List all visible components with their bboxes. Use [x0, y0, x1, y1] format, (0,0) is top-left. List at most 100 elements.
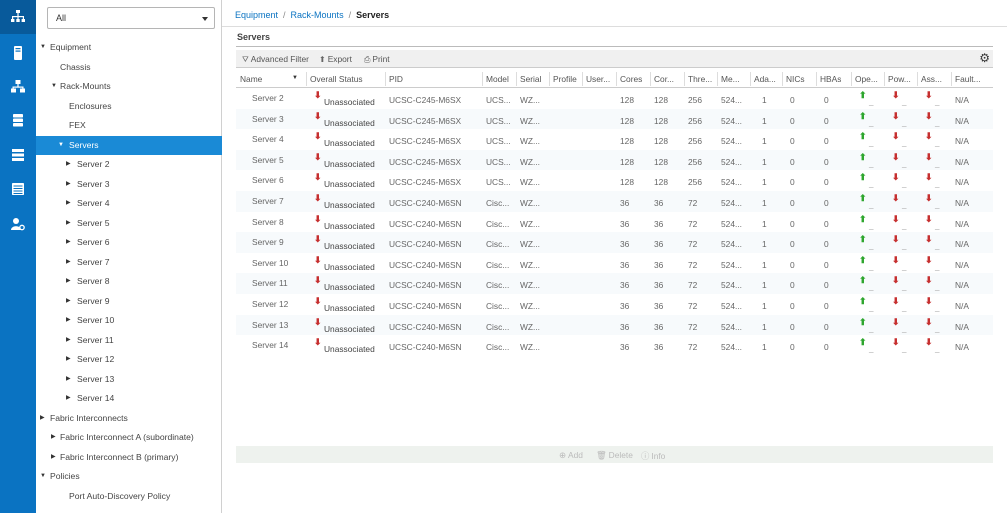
tree-node[interactable]: ▶ Server 10: [36, 311, 222, 331]
column-separator[interactable]: [516, 72, 517, 86]
column-header[interactable]: Fault...: [955, 74, 981, 84]
tree-node[interactable]: ▶ Server 13: [36, 370, 222, 390]
chevron-right-icon[interactable]: ▶: [66, 239, 71, 245]
print-button[interactable]: ⎙ Print: [364, 54, 390, 65]
info-button[interactable]: ⓘ Info: [641, 450, 665, 462]
chevron-right-icon[interactable]: ▶: [66, 278, 71, 284]
column-separator[interactable]: [549, 72, 550, 86]
table-row[interactable]: Server 7 UCSC-C240-M6SN Cisc... WZ... 36 36 72…: [236, 190, 993, 212]
column-header[interactable]: Ada...: [754, 74, 776, 84]
tree-node[interactable]: ▶ Server 8: [36, 272, 222, 292]
column-separator[interactable]: [306, 72, 307, 86]
column-separator[interactable]: [385, 72, 386, 86]
column-header[interactable]: Ope...: [855, 74, 878, 84]
tree-node[interactable]: FEX: [36, 116, 222, 136]
add-button[interactable]: ⊕ Add: [559, 450, 583, 460]
tree-node[interactable]: ▶ Server 9: [36, 292, 222, 312]
export-button[interactable]: ⬆ Export: [319, 54, 352, 64]
column-separator[interactable]: [917, 72, 918, 86]
table-row[interactable]: Server 12 UCSC-C240-M6SN Cisc... WZ... 36 36 7…: [236, 294, 993, 315]
table-row[interactable]: Server 3 UCSC-C245-M6SX UCS... WZ... 128 128 2…: [236, 108, 993, 130]
chevron-right-icon[interactable]: ▶: [40, 414, 45, 421]
chevron-down-icon[interactable]: ▼: [40, 44, 46, 50]
column-separator[interactable]: [717, 72, 718, 86]
table-row[interactable]: Server 10 UCSC-C240-M6SN Cisc... WZ... 36 36 7…: [236, 253, 993, 274]
tree-node[interactable]: ▶ Server 3: [36, 175, 222, 195]
tree-node[interactable]: ▶ Server 4: [36, 194, 222, 214]
column-separator[interactable]: [951, 72, 952, 86]
tree-node[interactable]: ▶ Fabric Interconnects: [36, 409, 222, 429]
server-icon[interactable]: [0, 36, 36, 70]
table-row[interactable]: Server 4 UCSC-C245-M6SX UCS... WZ... 128 128 2…: [236, 129, 993, 150]
table-row[interactable]: Server 6 UCSC-C245-M6SX UCS... WZ... 128 128 2…: [236, 170, 993, 191]
admin-icon[interactable]: [0, 207, 36, 241]
tree-node[interactable]: Chassis: [36, 58, 222, 78]
column-separator[interactable]: [782, 72, 783, 86]
table-icon[interactable]: [0, 172, 36, 206]
gear-icon[interactable]: ⚙: [979, 51, 990, 65]
column-header[interactable]: Overall Status: [310, 74, 363, 84]
column-header[interactable]: Cores: [620, 74, 642, 84]
chevron-right-icon[interactable]: ▶: [66, 219, 71, 226]
column-header[interactable]: Name ▼: [240, 74, 302, 84]
table-row[interactable]: Server 9 UCSC-C240-M6SN Cisc... WZ... 36 36 72…: [236, 232, 993, 253]
column-separator[interactable]: [616, 72, 617, 86]
column-header[interactable]: Model: [486, 74, 509, 84]
tree-node[interactable]: ▶ Server 5: [36, 214, 222, 234]
column-separator[interactable]: [482, 72, 483, 86]
chevron-right-icon[interactable]: ▶: [66, 395, 71, 401]
column-header[interactable]: Me...: [721, 74, 740, 84]
tree-node[interactable]: ▶ Fabric Interconnect B (primary): [36, 448, 222, 468]
column-header[interactable]: NICs: [786, 74, 805, 84]
breadcrumb-equipment[interactable]: Equipment: [235, 10, 279, 20]
tree-node[interactable]: ▶ Server 6: [36, 233, 222, 253]
tree-node[interactable]: ▼ Servers: [36, 135, 222, 155]
storage-icon[interactable]: [0, 104, 36, 138]
chevron-right-icon[interactable]: ▶: [66, 161, 71, 167]
tree-filter-dropdown[interactable]: All: [47, 7, 215, 29]
column-separator[interactable]: [884, 72, 885, 86]
tree-node[interactable]: ▶ Server 7: [36, 253, 222, 273]
tree-node[interactable]: ▶ Fabric Interconnect A (subordinate): [36, 428, 222, 448]
chevron-right-icon[interactable]: ▶: [51, 434, 56, 440]
chevron-down-icon[interactable]: ▼: [58, 141, 64, 148]
table-row[interactable]: Server 14 UCSC-C240-M6SN Cisc... WZ... 36 36 7…: [236, 335, 993, 356]
table-row[interactable]: Server 5 UCSC-C245-M6SX UCS... WZ... 128 128 2…: [236, 149, 993, 171]
column-header[interactable]: Profile: [553, 74, 577, 84]
breadcrumb-rack-mounts[interactable]: Rack-Mounts: [290, 10, 344, 20]
chevron-right-icon[interactable]: ▶: [66, 297, 71, 304]
column-separator[interactable]: [816, 72, 817, 86]
column-separator[interactable]: [650, 72, 651, 86]
column-separator[interactable]: [851, 72, 852, 86]
chevron-down-icon[interactable]: ▼: [51, 83, 57, 89]
column-header[interactable]: Thre...: [688, 74, 712, 84]
tree-node[interactable]: ▶ Server 14: [36, 389, 222, 409]
chevron-right-icon[interactable]: ▶: [66, 180, 71, 187]
table-row[interactable]: Server 13 UCSC-C240-M6SN Cisc... WZ... 36 36 7…: [236, 314, 993, 336]
tree-node[interactable]: Port Auto-Discovery Policy: [36, 487, 222, 507]
column-header[interactable]: User...: [586, 74, 610, 84]
tree-node[interactable]: ▼ Rack-Mounts: [36, 77, 222, 97]
table-row[interactable]: Server 8 UCSC-C240-M6SN Cisc... WZ... 36 36 72…: [236, 212, 993, 233]
table-row[interactable]: Server 2 UCSC-C245-M6SX UCS... WZ... 128 128 2…: [236, 88, 993, 109]
column-header[interactable]: Ass...: [921, 74, 942, 84]
column-header[interactable]: PID: [389, 74, 403, 84]
table-row[interactable]: Server 11 UCSC-C240-M6SN Cisc... WZ... 36 36 7…: [236, 273, 993, 294]
column-separator[interactable]: [750, 72, 751, 86]
chevron-right-icon[interactable]: ▶: [66, 375, 71, 382]
advanced-filter-button[interactable]: ⛛ Advanced Filter: [242, 54, 309, 65]
column-header[interactable]: Pow...: [888, 74, 911, 84]
chevron-right-icon[interactable]: ▶: [66, 356, 71, 362]
tree-node[interactable]: ▼ Equipment: [36, 38, 222, 58]
column-header[interactable]: Serial: [520, 74, 541, 84]
chevron-right-icon[interactable]: ▶: [66, 336, 71, 343]
tree-node[interactable]: ▶ Server 2: [36, 155, 222, 175]
column-separator[interactable]: [684, 72, 685, 86]
topology-icon[interactable]: [0, 70, 36, 104]
tree-node[interactable]: ▶ Server 12: [36, 350, 222, 370]
sort-desc-icon[interactable]: ▼: [292, 75, 298, 81]
chevron-right-icon[interactable]: ▶: [66, 258, 71, 265]
list-icon[interactable]: [0, 138, 36, 172]
chevron-right-icon[interactable]: ▶: [66, 200, 71, 206]
column-header[interactable]: HBAs: [820, 74, 841, 84]
